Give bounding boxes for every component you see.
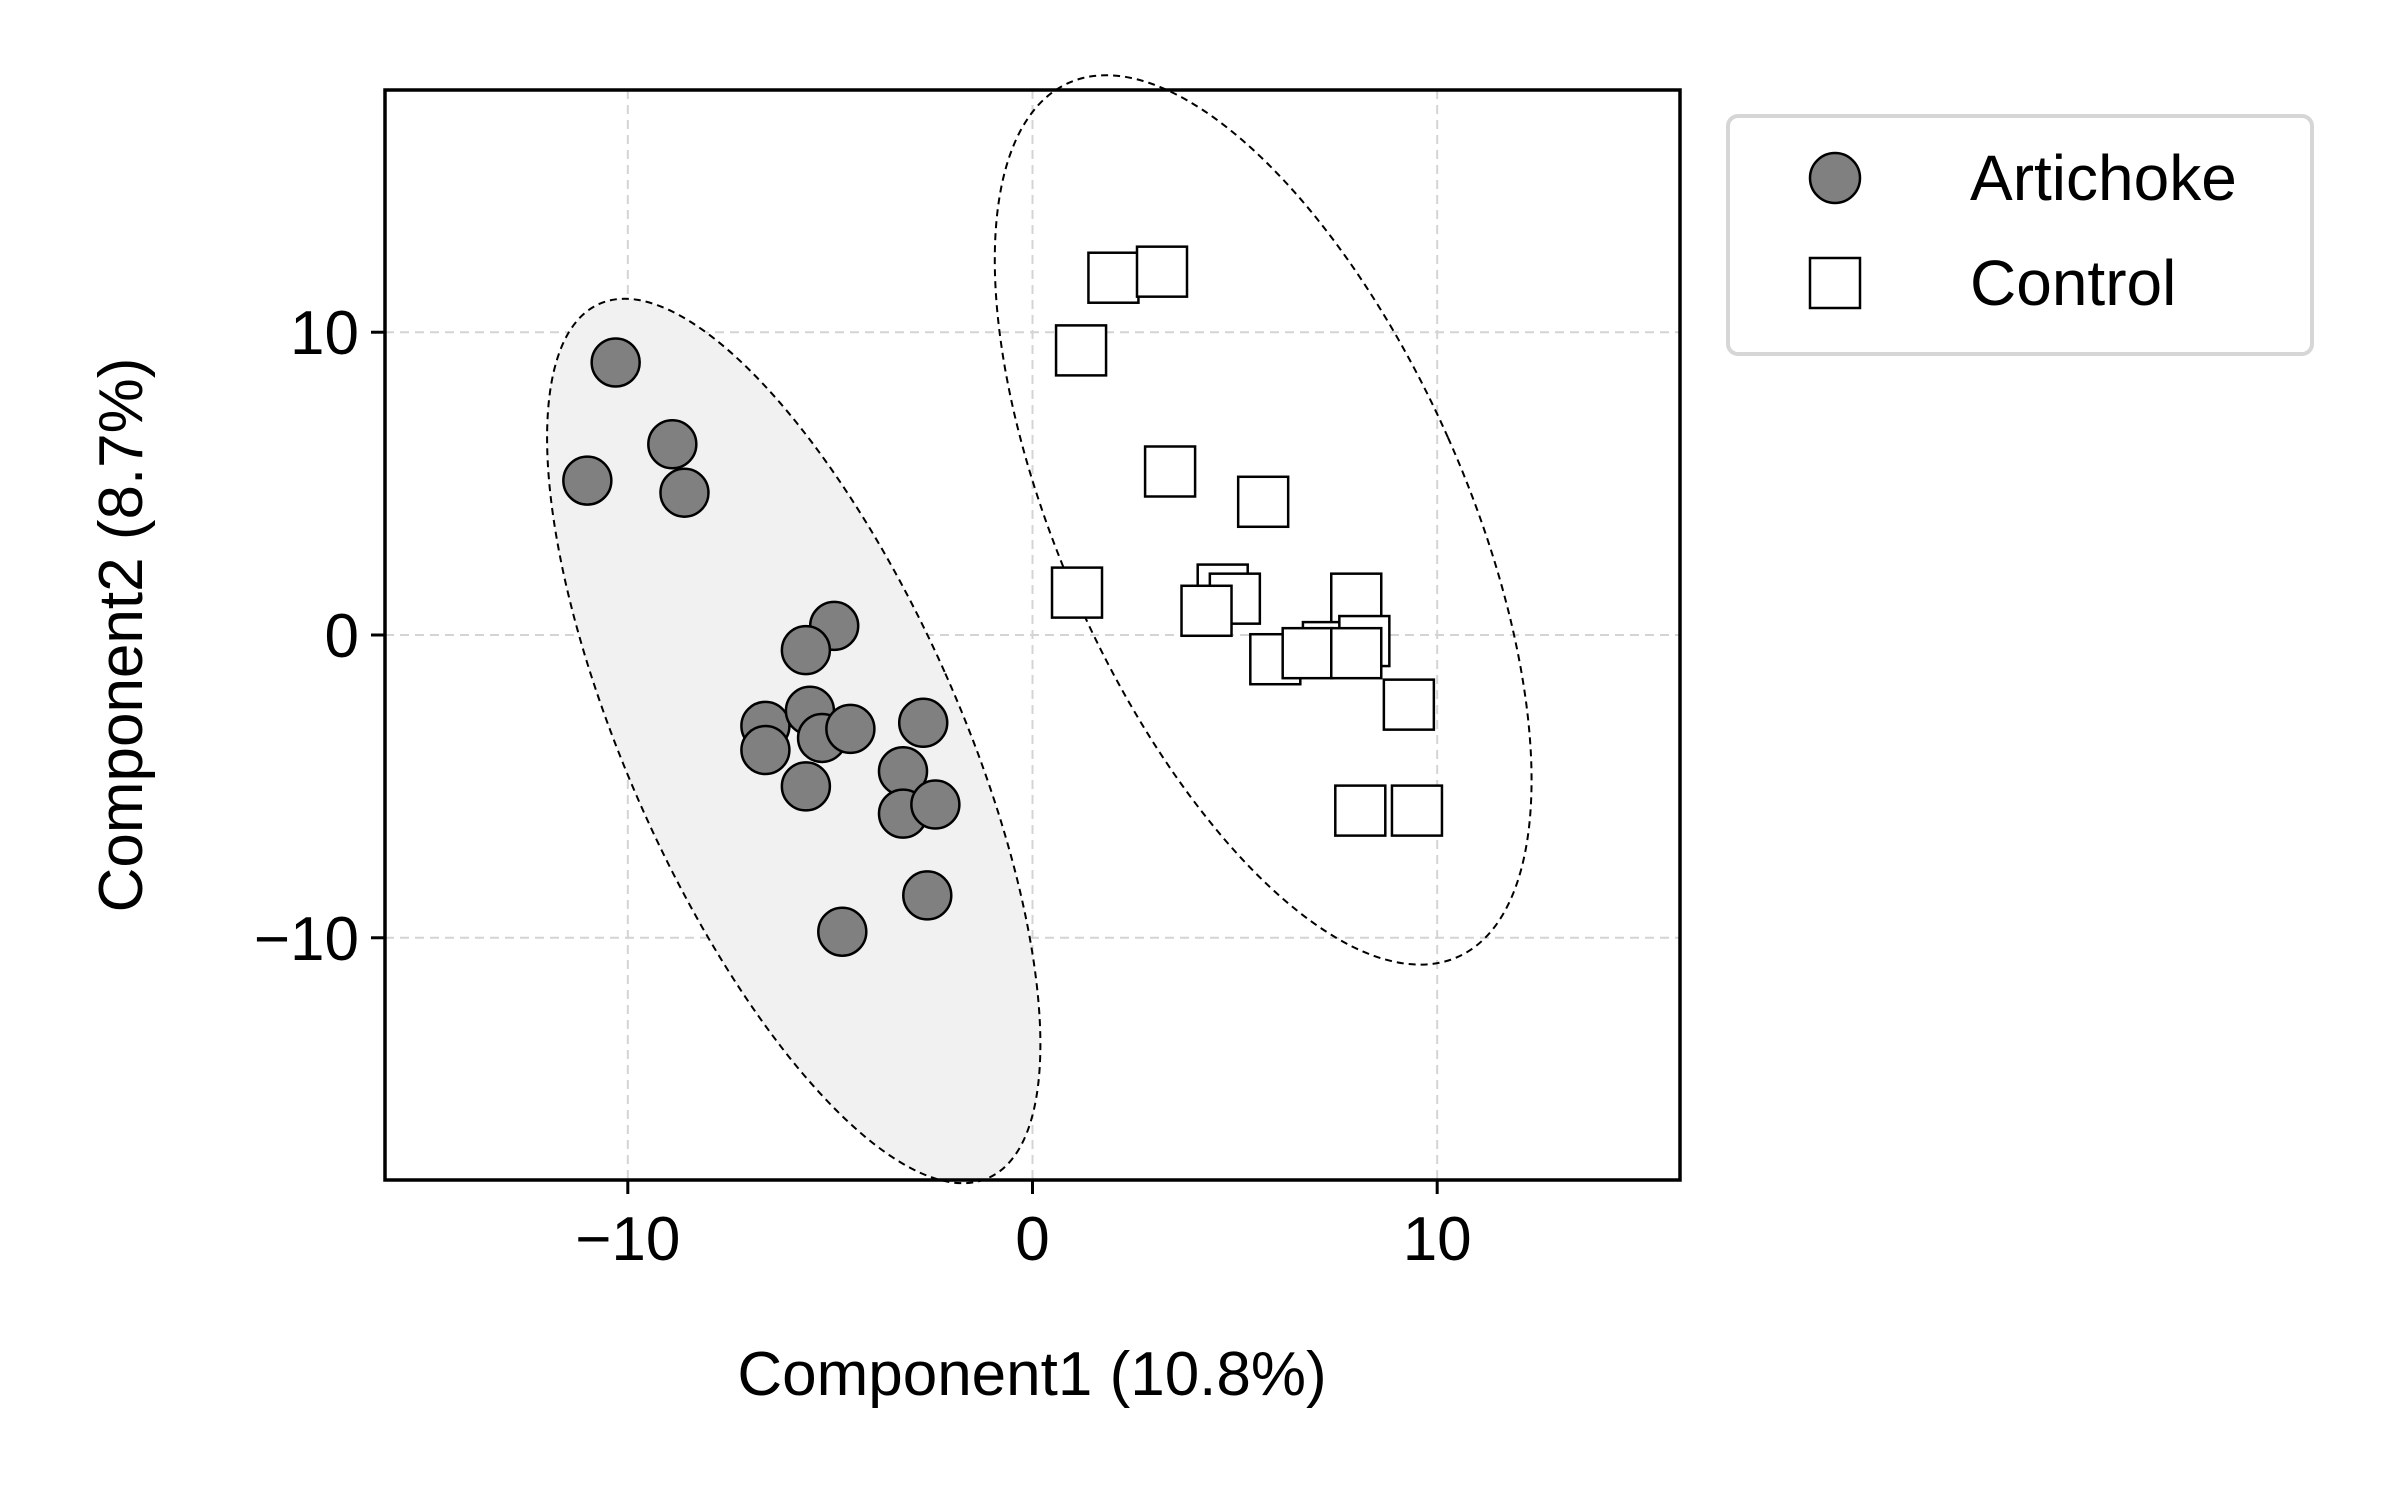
x-axis-ticks: −10 0 10 bbox=[575, 1180, 1472, 1274]
point-artichoke bbox=[780, 624, 832, 676]
x-tick-label: −10 bbox=[575, 1205, 680, 1274]
point-control bbox=[1281, 626, 1334, 680]
x-tick-label: 0 bbox=[1015, 1205, 1049, 1274]
x-tick-label: 10 bbox=[1403, 1205, 1472, 1274]
point-control bbox=[1050, 566, 1104, 619]
legend-marker-control bbox=[1808, 256, 1862, 310]
point-artichoke bbox=[590, 337, 641, 388]
y-axis-title: Component2 (8.7%) bbox=[87, 358, 156, 913]
point-artichoke bbox=[659, 467, 710, 518]
point-artichoke bbox=[817, 906, 868, 957]
point-artichoke bbox=[825, 703, 876, 755]
plot-area bbox=[383, 74, 1682, 1185]
point-artichoke bbox=[902, 870, 953, 921]
legend-label-control: Control bbox=[1970, 247, 2176, 319]
point-control bbox=[1087, 251, 1140, 304]
ellipse-artichoke bbox=[546, 297, 1042, 1185]
point-artichoke bbox=[740, 724, 791, 776]
y-tick-label: −10 bbox=[254, 905, 359, 974]
point-artichoke bbox=[780, 761, 832, 812]
point-control bbox=[1143, 445, 1197, 498]
point-control bbox=[1330, 626, 1383, 680]
data-points bbox=[562, 245, 1444, 957]
point-control bbox=[1390, 784, 1444, 837]
y-axis-ticks: −10 0 10 bbox=[254, 299, 385, 974]
y-tick-label: 10 bbox=[290, 299, 359, 368]
point-artichoke bbox=[910, 779, 961, 830]
confidence-ellipses bbox=[546, 74, 1533, 1185]
point-control bbox=[1180, 584, 1233, 638]
point-control bbox=[1334, 784, 1387, 837]
legend-box bbox=[1726, 114, 2314, 356]
point-artichoke bbox=[897, 697, 949, 749]
point-control bbox=[1382, 678, 1436, 731]
y-tick-label: 0 bbox=[325, 602, 359, 671]
ellipse-control bbox=[993, 74, 1533, 966]
point-control bbox=[1236, 475, 1290, 529]
point-control bbox=[1054, 324, 1108, 377]
point-control bbox=[1135, 245, 1189, 298]
point-artichoke bbox=[562, 455, 613, 506]
point-artichoke bbox=[647, 419, 698, 470]
x-axis-title: Component1 (10.8%) bbox=[737, 1340, 1326, 1409]
legend-label-artichoke: Artichoke bbox=[1970, 142, 2237, 214]
legend: Artichoke Control bbox=[1726, 114, 2314, 356]
legend-marker-artichoke bbox=[1808, 151, 1862, 205]
